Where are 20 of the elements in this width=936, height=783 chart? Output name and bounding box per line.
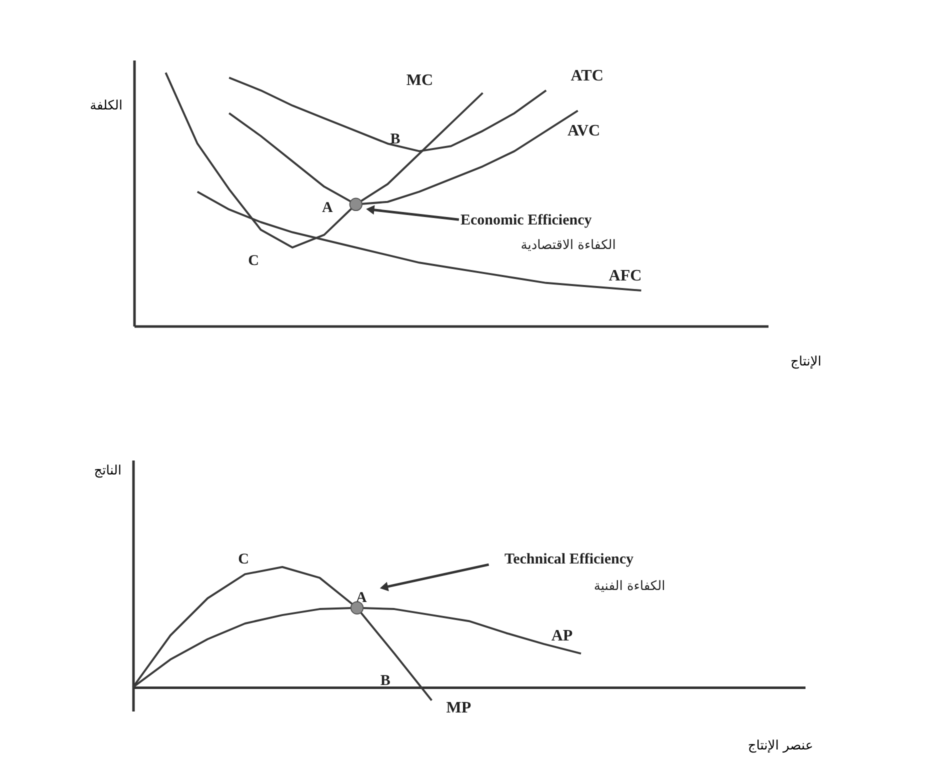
annotation: الكفاءة الفنية [594,579,666,594]
series-label: ATC [570,67,604,84]
y-axis-title: الكلفة [90,98,122,114]
annotation: A [322,200,333,216]
series-label: AVC [567,122,600,140]
series-label: MP [446,699,472,716]
annotation: C [238,552,249,568]
annotation: A [356,590,368,606]
series-label: AP [551,628,573,645]
x-axis-title: عنصر الإنتاج [748,738,814,754]
y-axis-title: الناتج [94,464,122,478]
annotation: الكفاءة الاقتصادية [520,238,616,253]
x-axis-title: الإنتاج [790,354,822,370]
text: MC [406,72,434,89]
series-label: AFC [608,268,642,285]
annotation: B [380,672,390,689]
annotation: B [390,132,400,148]
annotation: Technical Efficiency [504,552,634,568]
annotation: Economic Efficiency [460,212,592,229]
annotation: C [248,253,259,270]
